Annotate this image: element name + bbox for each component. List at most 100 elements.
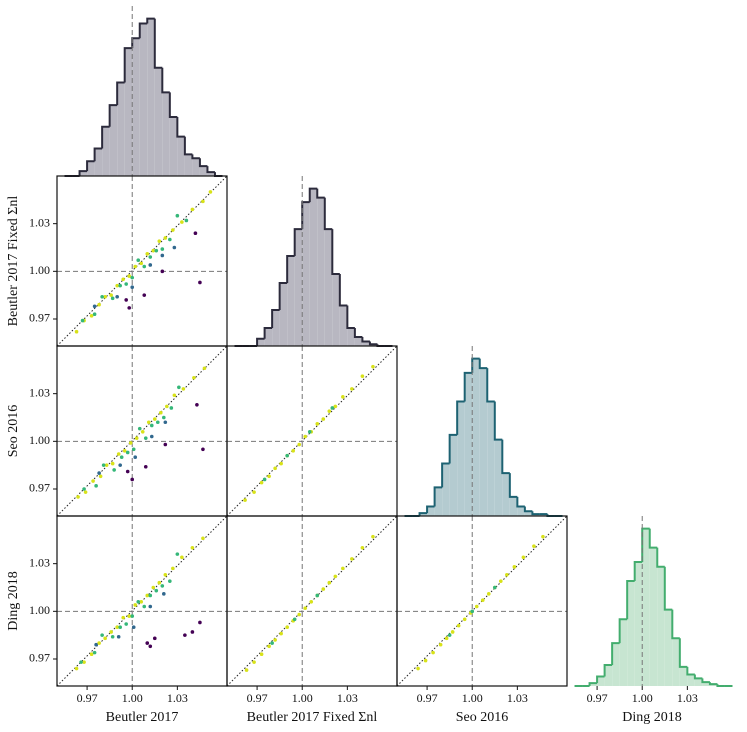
hist-step xyxy=(501,439,510,475)
scatter-point xyxy=(309,599,314,604)
hist-bar xyxy=(139,23,148,177)
hist-step xyxy=(361,337,370,343)
scatter-point xyxy=(94,642,98,647)
scatter-point xyxy=(118,625,122,630)
scatter-point xyxy=(243,498,247,502)
scatter-point xyxy=(180,555,184,560)
scatter-point xyxy=(121,277,125,282)
scatter-point xyxy=(416,666,420,671)
hist-step xyxy=(648,528,658,549)
hist-bar xyxy=(324,229,333,346)
hist-step xyxy=(198,158,208,168)
x-tick-label: 1.03 xyxy=(167,691,188,705)
hist-bar xyxy=(264,328,273,346)
hist-bar xyxy=(309,188,318,346)
scatter-point xyxy=(100,633,104,637)
scatter-point xyxy=(124,282,129,286)
scatter-point xyxy=(252,490,256,494)
hist-step xyxy=(138,22,148,39)
hist-step xyxy=(531,511,540,516)
scatter-point xyxy=(101,463,106,467)
x-tick-label: 0.97 xyxy=(247,691,268,705)
scatter-point xyxy=(127,274,132,278)
x-tick-label: 1.03 xyxy=(677,691,698,705)
scatter-point xyxy=(285,625,289,630)
hist-step xyxy=(191,154,200,160)
scatter-point xyxy=(98,474,103,479)
hist-step xyxy=(433,486,443,507)
hist-bar xyxy=(664,609,673,686)
y-axis-label: Beutler 2017 Fixed Σnl xyxy=(6,196,21,327)
scatter-point xyxy=(201,447,205,452)
scatter-point xyxy=(292,617,297,622)
hist-step xyxy=(293,228,303,257)
y-tick-label: 1.03 xyxy=(29,215,50,229)
scatter-point xyxy=(103,636,107,641)
scatter-point xyxy=(162,592,166,596)
x-axis-label: Seo 2016 xyxy=(456,710,509,725)
scatter-point xyxy=(505,572,509,577)
scatter-point xyxy=(124,298,129,302)
hist-bar xyxy=(494,439,503,516)
y-axis-label: Ding 2018 xyxy=(6,571,21,631)
hist-step xyxy=(353,328,363,339)
scatter-point xyxy=(159,410,163,415)
scatter-point xyxy=(180,220,184,224)
hist-step xyxy=(331,229,340,276)
scatter-point xyxy=(192,375,196,380)
scatter-point xyxy=(92,312,97,317)
hist-bar xyxy=(419,513,428,516)
scatter-point xyxy=(273,638,277,642)
hist-step xyxy=(663,566,673,611)
hist-step xyxy=(263,327,273,339)
hist-bar xyxy=(649,547,658,686)
scatter-point xyxy=(136,599,141,604)
hist-bar xyxy=(287,256,295,346)
scatter-point xyxy=(307,429,312,434)
scatter-point xyxy=(315,593,320,598)
scatter-point xyxy=(184,218,189,223)
hist-step xyxy=(116,81,125,106)
scatter-point xyxy=(134,436,139,440)
hist-step xyxy=(596,675,605,684)
scatter-point xyxy=(470,609,475,614)
scatter-point xyxy=(279,631,283,636)
hist-bar xyxy=(339,305,348,346)
scatter-point xyxy=(285,453,289,458)
hist-step xyxy=(656,547,665,568)
scatter-point xyxy=(181,387,186,391)
hist-bar xyxy=(509,496,518,516)
scatter-point xyxy=(259,480,264,485)
hist-step xyxy=(478,358,488,370)
scatter-point xyxy=(201,199,205,204)
scatter-point xyxy=(456,623,461,628)
scatter-point xyxy=(450,630,455,634)
scatter-point xyxy=(131,447,136,452)
scatter-point xyxy=(155,420,160,425)
scatter-point xyxy=(541,534,545,539)
hist-step xyxy=(516,496,525,508)
scatter-point xyxy=(270,641,274,645)
scatter-point xyxy=(74,666,79,671)
scatter-point xyxy=(139,261,144,266)
scatter-point xyxy=(291,449,295,453)
scatter-point xyxy=(160,269,165,274)
y-tick-label: 1.00 xyxy=(29,433,50,447)
scatter-point xyxy=(146,420,151,425)
scatter-point xyxy=(154,248,159,253)
scatter-point xyxy=(341,566,345,571)
hist-step xyxy=(308,187,318,203)
scatter-point xyxy=(303,606,308,610)
hist-step xyxy=(271,309,280,329)
scatter-point xyxy=(198,280,202,285)
scatter-point xyxy=(438,642,443,647)
scatter-point xyxy=(172,245,177,250)
hist-bar xyxy=(449,434,458,516)
scatter-point xyxy=(175,552,180,556)
scatter-point xyxy=(115,294,119,299)
scatter-point xyxy=(80,318,85,323)
scatter-point xyxy=(119,455,124,460)
x-tick-label: 1.00 xyxy=(292,691,313,705)
scatter-point xyxy=(462,617,467,622)
identity-line xyxy=(56,175,228,347)
